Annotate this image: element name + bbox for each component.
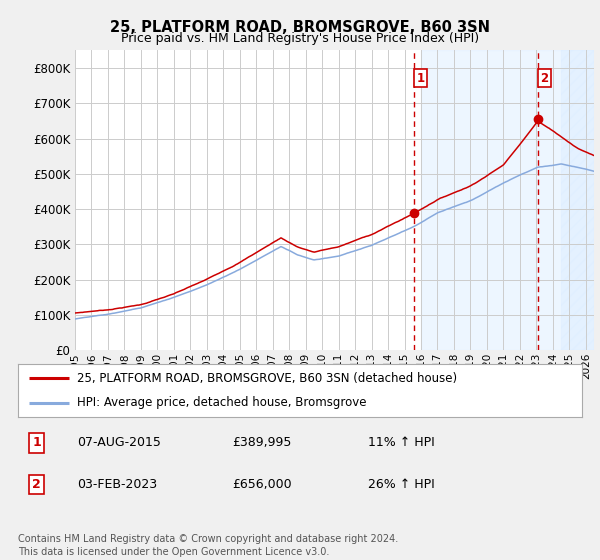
Bar (421, 50, 594, 350)
Bar (561, 50, 594, 350)
Text: Contains HM Land Registry data © Crown copyright and database right 2024.
This d: Contains HM Land Registry data © Crown c… (18, 534, 398, 557)
Text: £389,995: £389,995 (232, 436, 292, 450)
Text: 03-FEB-2023: 03-FEB-2023 (77, 478, 157, 491)
Text: £656,000: £656,000 (232, 478, 292, 491)
Text: 26% ↑ HPI: 26% ↑ HPI (368, 478, 434, 491)
Text: Price paid vs. HM Land Registry's House Price Index (HPI): Price paid vs. HM Land Registry's House … (121, 32, 479, 45)
Text: 2: 2 (32, 478, 41, 491)
Text: 1: 1 (416, 72, 425, 85)
Text: 11% ↑ HPI: 11% ↑ HPI (368, 436, 434, 450)
Text: 25, PLATFORM ROAD, BROMSGROVE, B60 3SN: 25, PLATFORM ROAD, BROMSGROVE, B60 3SN (110, 20, 490, 35)
Text: HPI: Average price, detached house, Bromsgrove: HPI: Average price, detached house, Brom… (77, 396, 367, 409)
Text: 2: 2 (540, 72, 548, 85)
Text: 1: 1 (32, 436, 41, 450)
Text: 25, PLATFORM ROAD, BROMSGROVE, B60 3SN (detached house): 25, PLATFORM ROAD, BROMSGROVE, B60 3SN (… (77, 372, 457, 385)
Text: 07-AUG-2015: 07-AUG-2015 (77, 436, 161, 450)
